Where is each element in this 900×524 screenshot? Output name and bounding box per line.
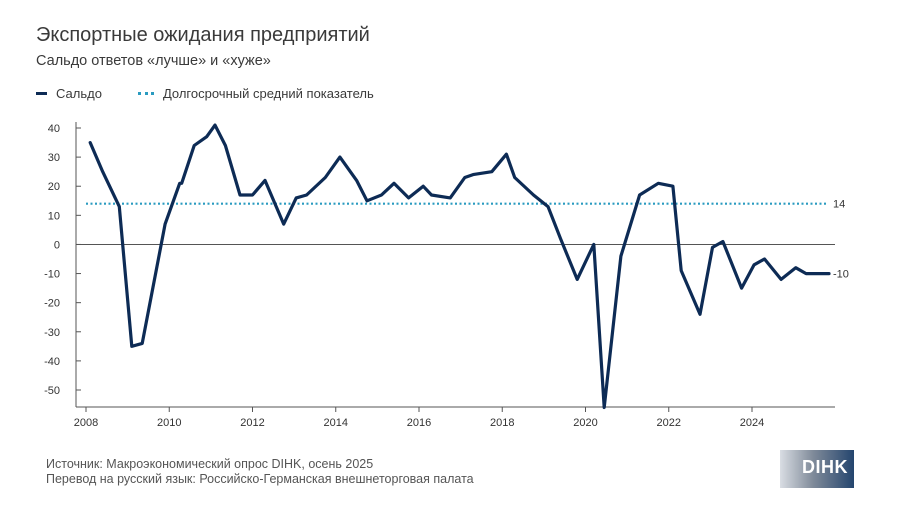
legend: Сальдо Долгосрочный средний показатель bbox=[36, 86, 410, 101]
average-value-label: 14 bbox=[833, 199, 845, 211]
footer: Источник: Макроэкономический опрос DIHK,… bbox=[46, 457, 474, 487]
y-tick-label: -10 bbox=[44, 269, 60, 281]
y-tick-label: 30 bbox=[48, 152, 60, 164]
x-tick-label: 2014 bbox=[324, 417, 348, 429]
x-tick-label: 2024 bbox=[740, 417, 764, 429]
legend-average-label: Долгосрочный средний показатель bbox=[162, 86, 374, 101]
end-value-label: -10 bbox=[833, 269, 849, 281]
y-tick-label: -30 bbox=[44, 327, 60, 339]
y-tick-label: -50 bbox=[44, 385, 60, 397]
series-line bbox=[88, 123, 831, 410]
x-tick-label: 2008 bbox=[74, 417, 98, 429]
legend-item-average: Долгосрочный средний показатель bbox=[137, 86, 374, 101]
legend-item-series: Сальдо bbox=[36, 86, 102, 101]
legend-series-label: Сальдо bbox=[56, 86, 102, 101]
dihk-logo: DIHK bbox=[780, 450, 854, 488]
x-tick-label: 2020 bbox=[573, 417, 597, 429]
dihk-logo-text: DIHK bbox=[802, 457, 848, 477]
y-tick-label: 10 bbox=[48, 210, 60, 222]
y-tick-label: 0 bbox=[54, 239, 60, 251]
source-note: Источник: Макроэкономический опрос DIHK,… bbox=[46, 457, 374, 471]
x-tick-label: 2016 bbox=[407, 417, 431, 429]
translation-note: Перевод на русский язык: Российско-Герма… bbox=[46, 472, 474, 486]
x-tick-label: 2010 bbox=[157, 417, 181, 429]
y-tick-label: -40 bbox=[44, 356, 60, 368]
x-tick-label: 2012 bbox=[240, 417, 264, 429]
y-tick-label: -20 bbox=[44, 298, 60, 310]
legend-solid-line-icon bbox=[36, 92, 47, 95]
y-tick-label: 40 bbox=[48, 123, 60, 135]
y-tick-label: 20 bbox=[48, 181, 60, 193]
chart-title: Экспортные ожидания предприятий bbox=[36, 24, 370, 46]
chart-subtitle: Сальдо ответов «лучше» и «хуже» bbox=[36, 53, 271, 69]
x-tick-label: 2018 bbox=[490, 417, 514, 429]
x-tick-label: 2022 bbox=[657, 417, 681, 429]
legend-dotted-line-icon bbox=[137, 92, 154, 95]
